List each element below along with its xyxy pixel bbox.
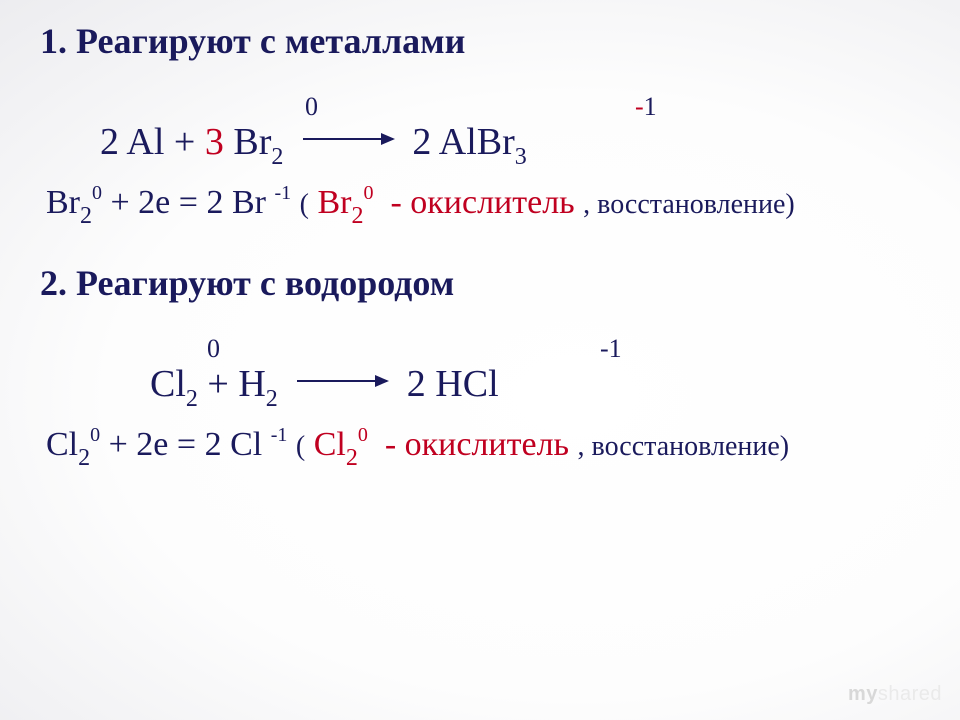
- half-reaction-br: Br20 + 2e = 2 Br -1 ( Br20 - окислитель …: [46, 184, 920, 222]
- equation-cl-h: Cl2 + H2 2 HCl: [150, 362, 920, 406]
- slide-content: 1. Реагируют с металлами 0 -1 2 Al + 3 B…: [0, 0, 960, 720]
- watermark: myshared: [848, 683, 942, 706]
- charge-cl-zero: 0: [207, 334, 220, 364]
- coefficient-3: 3: [205, 121, 224, 163]
- equation-al-br: 2 Al + 3 Br2 2 AlBr3: [100, 120, 920, 164]
- section2-heading: 2. Реагируют с водородом: [40, 262, 920, 304]
- section2-oxidation-states: 0 -1: [155, 334, 920, 362]
- oxidizer-br: Br20 - окислитель: [317, 184, 583, 221]
- section1-oxidation-states: 0 -1: [105, 92, 920, 120]
- half-reaction-cl: Cl20 + 2e = 2 Cl -1 ( Cl20 - окислитель …: [46, 426, 920, 464]
- charge-hcl-neg1: -1: [600, 334, 622, 364]
- section1-heading: 1. Реагируют с металлами: [40, 20, 920, 62]
- oxidizer-cl: Cl20 - окислитель: [314, 426, 578, 463]
- charge-albr-neg: -1: [635, 92, 657, 122]
- reaction-arrow-icon: [297, 380, 387, 382]
- charge-br-zero: 0: [305, 92, 318, 122]
- reaction-arrow-icon: [303, 138, 393, 140]
